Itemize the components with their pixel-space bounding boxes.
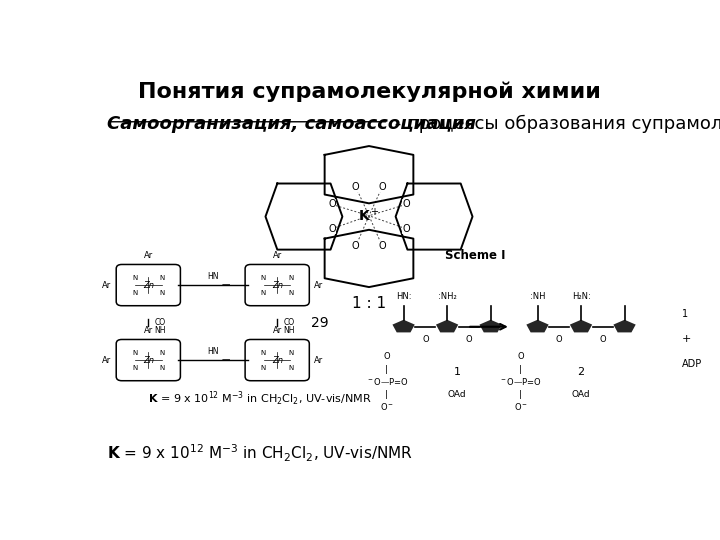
Text: N: N — [261, 289, 266, 295]
Text: |: | — [385, 364, 388, 374]
Text: N: N — [261, 275, 266, 281]
Polygon shape — [570, 320, 592, 333]
Text: O: O — [556, 335, 562, 344]
Text: CO: CO — [284, 318, 294, 327]
Text: Zn: Zn — [143, 356, 154, 364]
Polygon shape — [480, 320, 502, 333]
Text: HN: HN — [207, 273, 218, 281]
Text: H₂N:: H₂N: — [572, 292, 590, 301]
Text: 1: 1 — [454, 367, 461, 377]
Text: N: N — [289, 289, 294, 295]
Text: O: O — [600, 335, 606, 344]
Text: O: O — [379, 182, 386, 192]
Text: CO: CO — [155, 318, 166, 327]
Text: $\mathbf{K}$ = 9 x 10$^{12}$ M$^{-3}$ in CH$_2$Cl$_2$, UV-vis/NMR: $\mathbf{K}$ = 9 x 10$^{12}$ M$^{-3}$ in… — [107, 443, 413, 464]
Text: O: O — [402, 199, 410, 210]
Text: 29: 29 — [311, 315, 328, 329]
Polygon shape — [392, 320, 415, 333]
Text: |: | — [385, 390, 388, 399]
Text: O: O — [384, 352, 390, 361]
Text: N: N — [132, 275, 137, 281]
Text: O: O — [328, 199, 336, 210]
Text: Zn: Zn — [271, 356, 283, 364]
Text: Ar: Ar — [144, 326, 153, 335]
Text: Самоорганизация, самоассоциация: Самоорганизация, самоассоциация — [107, 114, 476, 133]
Text: HN: HN — [207, 347, 218, 356]
Text: N: N — [159, 364, 165, 370]
Text: O: O — [422, 335, 428, 344]
Text: O: O — [352, 241, 359, 251]
Text: - процессы образования супрамолекул: - процессы образования супрамолекул — [389, 114, 720, 133]
Text: |: | — [519, 390, 522, 399]
Text: 1 : 1: 1 : 1 — [352, 296, 386, 311]
Text: 1: 1 — [681, 309, 688, 319]
Text: Ar: Ar — [273, 326, 282, 335]
Polygon shape — [436, 320, 458, 333]
Text: $\bf{K}$ = 9 x 10$^{12}$ M$^{-3}$ in CH$_2$Cl$_2$, UV-vis/NMR: $\bf{K}$ = 9 x 10$^{12}$ M$^{-3}$ in CH$… — [148, 390, 372, 408]
Text: —: — — [222, 356, 230, 364]
Text: O: O — [328, 224, 336, 234]
Text: OAd: OAd — [448, 390, 467, 399]
Text: O: O — [402, 224, 410, 234]
Text: Zn: Zn — [143, 281, 154, 289]
Text: Ar: Ar — [314, 281, 323, 289]
Text: |: | — [519, 364, 522, 374]
Text: 2: 2 — [577, 367, 585, 377]
Text: Scheme I: Scheme I — [445, 249, 505, 262]
Text: OAd: OAd — [572, 390, 590, 399]
Text: N: N — [261, 350, 266, 356]
Text: N: N — [159, 350, 165, 356]
Text: :NH: :NH — [530, 292, 545, 301]
Text: Zn: Zn — [271, 281, 283, 289]
Text: NH: NH — [284, 326, 295, 335]
Text: —: — — [222, 281, 230, 289]
Text: Ar: Ar — [144, 251, 153, 260]
Text: +: + — [681, 334, 691, 344]
Text: ADP: ADP — [681, 359, 702, 369]
Text: O$^-$: O$^-$ — [513, 401, 528, 412]
Text: Ar: Ar — [314, 356, 323, 364]
Text: $^-$O—P=O: $^-$O—P=O — [500, 376, 542, 387]
Text: HN:: HN: — [396, 292, 411, 301]
Text: N: N — [289, 275, 294, 281]
Text: O: O — [379, 241, 386, 251]
Text: N: N — [132, 364, 137, 370]
Text: N: N — [132, 289, 137, 295]
Text: Ar: Ar — [273, 251, 282, 260]
Text: N: N — [289, 350, 294, 356]
Text: N: N — [159, 289, 165, 295]
Text: :NH₂: :NH₂ — [438, 292, 456, 301]
Text: $^-$O—P=O: $^-$O—P=O — [366, 376, 408, 387]
Text: O: O — [352, 182, 359, 192]
Polygon shape — [526, 320, 549, 333]
Text: N: N — [289, 364, 294, 370]
Text: N: N — [261, 364, 266, 370]
Text: NH: NH — [155, 326, 166, 335]
Text: O: O — [518, 352, 524, 361]
Text: N: N — [132, 350, 137, 356]
Text: Понятия супрамолекулярной химии: Понятия супрамолекулярной химии — [138, 82, 600, 102]
Text: O$^-$: O$^-$ — [379, 401, 394, 412]
Text: N: N — [159, 275, 165, 281]
Polygon shape — [613, 320, 636, 333]
Text: Ar: Ar — [102, 356, 112, 364]
Text: O: O — [466, 335, 472, 344]
Text: K$^+$: K$^+$ — [358, 207, 380, 225]
Text: Ar: Ar — [102, 281, 112, 289]
